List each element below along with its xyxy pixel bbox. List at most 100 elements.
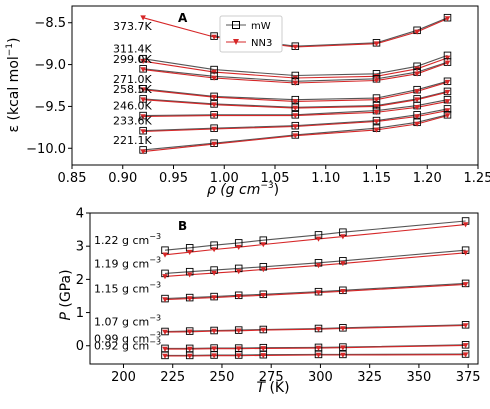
a-nn3-point bbox=[444, 60, 451, 66]
a-nn3-point bbox=[211, 75, 217, 81]
panel-b-frame bbox=[89, 212, 479, 365]
a-nn3-point bbox=[140, 97, 146, 103]
b-nn3-series-line bbox=[164, 252, 466, 277]
b-nn3-point bbox=[260, 293, 267, 299]
b-nn3-point bbox=[162, 346, 168, 352]
a-x-tick-label: 0.90 bbox=[108, 171, 137, 186]
b-x-tick-label: 200 bbox=[111, 370, 136, 385]
b-curve-label: 1.22 g cm−3 bbox=[94, 232, 161, 247]
b-nn3-point bbox=[315, 290, 322, 296]
a-curve-group: 233.6K bbox=[113, 105, 452, 135]
a-mw-series-line bbox=[143, 80, 448, 101]
b-nn3-point bbox=[162, 252, 168, 258]
b-nn3-point bbox=[186, 353, 193, 359]
a-curve-label: 221.1K bbox=[113, 134, 152, 147]
b-nn3-point bbox=[260, 242, 267, 248]
a-curve-group: 221.1K bbox=[113, 111, 452, 155]
b-nn3-point bbox=[340, 352, 346, 358]
b-nn3-point bbox=[186, 329, 193, 335]
b-curve-label: 0.99 g cm−3 bbox=[94, 330, 161, 345]
b-nn3-point bbox=[162, 329, 168, 335]
a-nn3-point bbox=[444, 16, 451, 22]
a-curve-label: 246.0K bbox=[113, 100, 152, 113]
a-nn3-point bbox=[444, 79, 451, 85]
a-curve-label: 258.5K bbox=[113, 83, 152, 96]
a-mw-series-line bbox=[143, 90, 448, 108]
b-mw-series-line bbox=[165, 344, 466, 349]
b-nn3-point bbox=[315, 263, 322, 269]
b-nn3-series-line bbox=[164, 224, 466, 256]
a-curve-group: 373.7K bbox=[113, 13, 452, 50]
a-nn3-point bbox=[211, 126, 217, 132]
a-nn3-point bbox=[414, 29, 420, 35]
a-curve-group: 246.0K bbox=[113, 95, 452, 120]
a-nn3-point bbox=[414, 89, 420, 95]
b-nn3-point bbox=[162, 297, 168, 303]
b-nn3-point bbox=[211, 353, 217, 359]
panel-a-frame bbox=[71, 5, 479, 166]
a-nn3-point bbox=[414, 114, 420, 120]
a-curve-label: 311.4K bbox=[113, 43, 152, 56]
b-nn3-point bbox=[462, 250, 469, 256]
a-nn3-series-line bbox=[142, 17, 448, 48]
a-nn3-point bbox=[373, 127, 380, 133]
b-nn3-point bbox=[340, 234, 346, 240]
a-nn3-point bbox=[373, 104, 380, 110]
b-x-tick-label: 275 bbox=[259, 370, 284, 385]
a-mw-series-line bbox=[143, 99, 448, 117]
legend-nn3-label: NN3 bbox=[251, 38, 272, 49]
b-curve-group: 1.22 g cm−3 bbox=[94, 217, 470, 258]
a-x-tick-label: 0.85 bbox=[58, 171, 87, 186]
a-curve-label: 299.0K bbox=[113, 53, 152, 66]
b-nn3-point bbox=[235, 294, 242, 300]
b-curve-label: 1.07 g cm−3 bbox=[94, 314, 161, 329]
b-nn3-point bbox=[211, 270, 217, 276]
a-nn3-point bbox=[292, 105, 299, 111]
a-nn3-point bbox=[140, 129, 146, 135]
a-nn3-point bbox=[140, 58, 146, 64]
a-mw-series-line bbox=[143, 54, 448, 77]
a-curve-group: 299.0K bbox=[113, 53, 452, 86]
a-nn3-series-line bbox=[143, 62, 448, 84]
a-nn3-point bbox=[140, 149, 146, 155]
a-nn3-series-line bbox=[143, 81, 448, 102]
panel-b-x-axis-label: T (K) bbox=[256, 380, 289, 396]
a-nn3-point bbox=[292, 124, 299, 130]
b-mw-series-line bbox=[164, 249, 466, 274]
panel-a-label: A bbox=[178, 11, 188, 25]
b-y-tick-label: 0 bbox=[76, 339, 84, 354]
a-y-tick-label: −9.5 bbox=[34, 100, 66, 115]
a-nn3-point bbox=[373, 41, 380, 47]
b-nn3-point bbox=[186, 296, 193, 302]
b-x-tick-label: 375 bbox=[456, 370, 481, 385]
a-nn3-point bbox=[211, 141, 217, 147]
a-curve-group: 311.4K bbox=[113, 43, 452, 81]
a-nn3-point bbox=[292, 44, 299, 50]
b-nn3-point bbox=[211, 247, 217, 253]
a-mw-series-line bbox=[143, 108, 448, 132]
a-nn3-point bbox=[211, 102, 217, 108]
b-nn3-point bbox=[462, 323, 469, 329]
a-nn3-point bbox=[414, 121, 420, 127]
a-nn3-point bbox=[211, 113, 217, 119]
b-nn3-point bbox=[235, 244, 242, 250]
b-nn3-point bbox=[315, 352, 322, 358]
a-x-tick-label: 1.20 bbox=[413, 171, 442, 186]
a-nn3-point bbox=[140, 87, 146, 93]
a-nn3-point bbox=[211, 69, 217, 75]
b-nn3-point bbox=[462, 282, 469, 288]
b-y-tick-label: 4 bbox=[76, 207, 84, 222]
legend-mw-marker bbox=[232, 21, 240, 29]
b-x-tick-label: 300 bbox=[308, 370, 333, 385]
b-nn3-point bbox=[340, 289, 346, 295]
b-curve-group: 1.19 g cm−3 bbox=[94, 246, 470, 280]
a-nn3-point bbox=[140, 15, 146, 21]
a-mw-series-line bbox=[143, 61, 448, 82]
b-curve-group: 1.15 g cm−3 bbox=[94, 279, 470, 303]
legend-mw-label: mW bbox=[251, 21, 271, 32]
b-mw-series-line bbox=[164, 282, 466, 300]
a-curve-label: 233.6K bbox=[113, 115, 152, 128]
b-x-tick-label: 250 bbox=[210, 370, 235, 385]
